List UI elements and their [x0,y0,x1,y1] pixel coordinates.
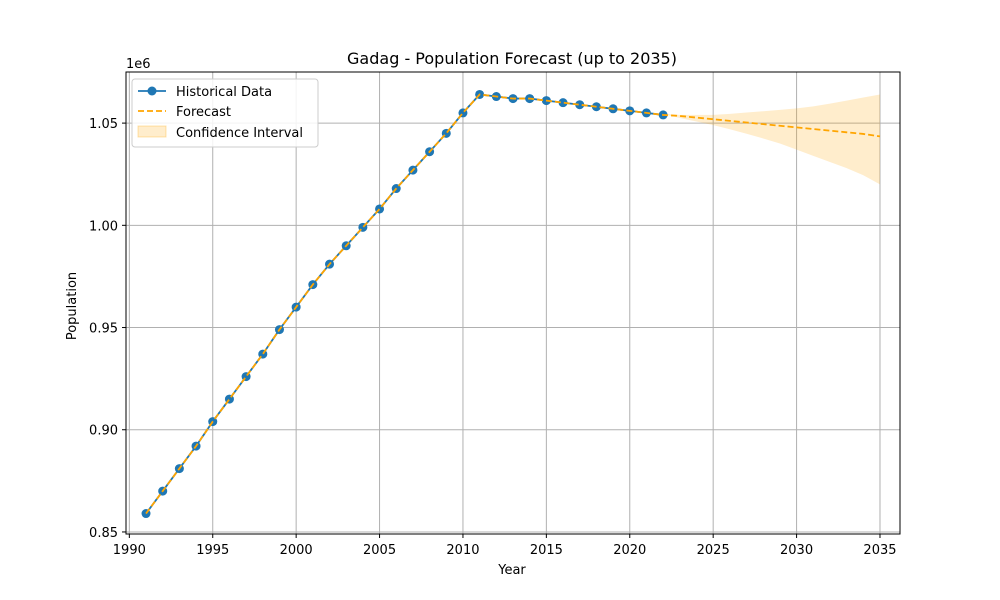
plot-frame [125,71,901,535]
legend-historical-marker [147,86,157,96]
y-tick-label: 0.85 [89,526,118,541]
x-tick-label: 2015 [530,543,563,558]
x-axis-ticks: 1990 1995 2000 2005 2010 2015 2020 2025 2030 2035 [113,534,897,558]
y-axis-offset-label: 1e6 [126,57,151,72]
y-tick-label: 0.95 [89,322,118,337]
y-axis-ticks: 0.85 0.90 0.95 1.00 1.05 [89,117,126,541]
y-axis-title: Population [65,272,80,340]
x-tick-label: 2035 [863,543,896,558]
legend-confidence-swatch [137,125,167,138]
grid-lines [126,72,900,534]
x-tick-label: 1995 [196,543,229,558]
x-axis-title: Year [497,563,526,578]
legend-forecast-label: Forecast [176,105,231,120]
x-tick-label: 2030 [780,543,813,558]
x-tick-label: 2005 [363,543,396,558]
x-tick-label: 2020 [613,543,646,558]
forecast-line [145,93,881,515]
legend: Historical Data Forecast Confidence Inte… [131,78,319,148]
x-tick-label: 2010 [446,543,479,558]
y-tick-label: 1.05 [89,117,118,132]
y-tick-label: 1.00 [89,219,118,234]
forecast-series-layer [145,93,881,515]
y-tick-label: 0.90 [89,424,118,439]
confidence-band-layer [663,94,880,185]
legend-historical-label: Historical Data [176,85,272,100]
historical-point [558,98,568,108]
x-tick-label: 1990 [113,543,146,558]
historical-point [575,100,585,110]
x-tick-label: 2025 [697,543,730,558]
legend-confidence-label: Confidence Interval [176,126,303,141]
legend-box [131,78,319,148]
confidence-band [663,94,880,185]
x-tick-label: 2000 [280,543,313,558]
historical-series-layer [141,89,668,519]
historical-line [145,93,664,515]
chart-title: Gadag - Population Forecast (up to 2035) [347,49,677,68]
